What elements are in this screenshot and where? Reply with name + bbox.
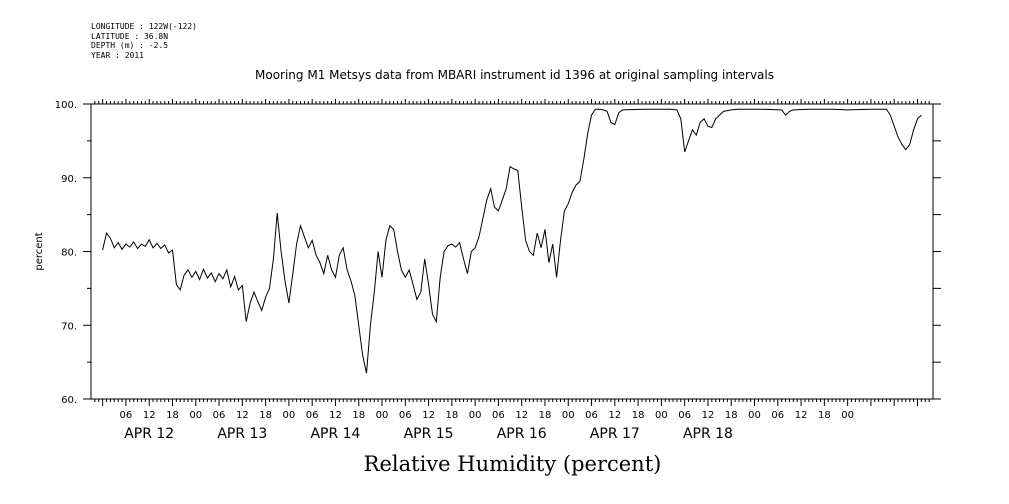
x-hour-tick-label: 12 [608,410,621,421]
x-hour-tick-label: 00 [748,410,761,421]
y-tick-label: 60. [61,395,77,406]
x-hour-tick-label: 06 [771,410,784,421]
y-tick-label: 80. [61,248,77,259]
x-hour-tick-label: 06 [585,410,598,421]
y-tick-label: 90. [61,174,77,185]
x-hour-tick-label: 06 [399,410,412,421]
latitude-label: LATITUDE : 36.8N [91,31,169,41]
x-day-label: APR 15 [404,426,454,442]
x-hour-tick-label: 06 [120,410,133,421]
x-hour-tick-label: 18 [539,410,552,421]
x-day-label: APR 18 [683,426,733,442]
x-hour-tick-label: 00 [655,410,668,421]
x-hour-tick-label: 12 [329,410,342,421]
x-hour-tick-label: 12 [236,410,249,421]
x-day-label: APR 16 [497,426,547,442]
x-hour-tick-label: 18 [818,410,831,421]
y-axis-title: percent [34,232,45,270]
x-hour-tick-label: 12 [143,410,156,421]
chart-title: Mooring M1 Metsys data from MBARI instru… [255,68,774,82]
x-hour-tick-label: 00 [376,410,389,421]
x-day-label: APR 12 [124,426,174,442]
y-tick-label: 100. [55,100,77,111]
x-hour-tick-label: 18 [725,410,738,421]
metadata-block: LONGITUDE : 122W(-122) LATITUDE : 36.8N … [91,22,197,60]
x-hour-tick-label: 18 [632,410,645,421]
x-hour-tick-label: 18 [352,410,365,421]
x-hour-tick-label: 00 [562,410,575,421]
series-line-relative-humidity [102,108,922,374]
x-hour-tick-label: 00 [189,410,202,421]
x-hour-tick-label: 00 [469,410,482,421]
plot-frame [90,103,934,400]
x-hour-tick-label: 12 [795,410,808,421]
y-tick-label: 70. [61,321,77,332]
x-hour-tick-label: 12 [515,410,528,421]
longitude-label: LONGITUDE : 122W(-122) [91,22,197,31]
x-hour-tick-label: 12 [702,410,715,421]
x-day-label: APR 13 [217,426,267,442]
x-hour-tick-label: 06 [492,410,505,421]
x-hour-tick-label: 12 [422,410,435,421]
x-hour-tick-label: 18 [166,410,179,421]
chart-axes: 60. 70. 80. 90. 100. percent 06 12 18 00 06 12 18 00 0… [34,99,941,442]
year-label: YEAR : 2011 [91,50,144,60]
x-hour-tick-label: 00 [841,410,854,421]
x-hour-tick-label: 18 [445,410,458,421]
x-hour-tick-label: 06 [306,410,319,421]
x-day-label: APR 17 [590,426,640,442]
x-day-label: APR 14 [310,426,360,442]
chart-plot-area [102,108,922,374]
x-axis-title: Relative Humidity (percent) [363,452,662,476]
depth-label: DEPTH (m) : -2.5 [91,41,169,50]
x-hour-tick-label: 06 [213,410,226,421]
x-hour-tick-label: 06 [678,410,691,421]
x-hour-tick-label: 00 [283,410,296,421]
x-hour-tick-label: 18 [259,410,272,421]
